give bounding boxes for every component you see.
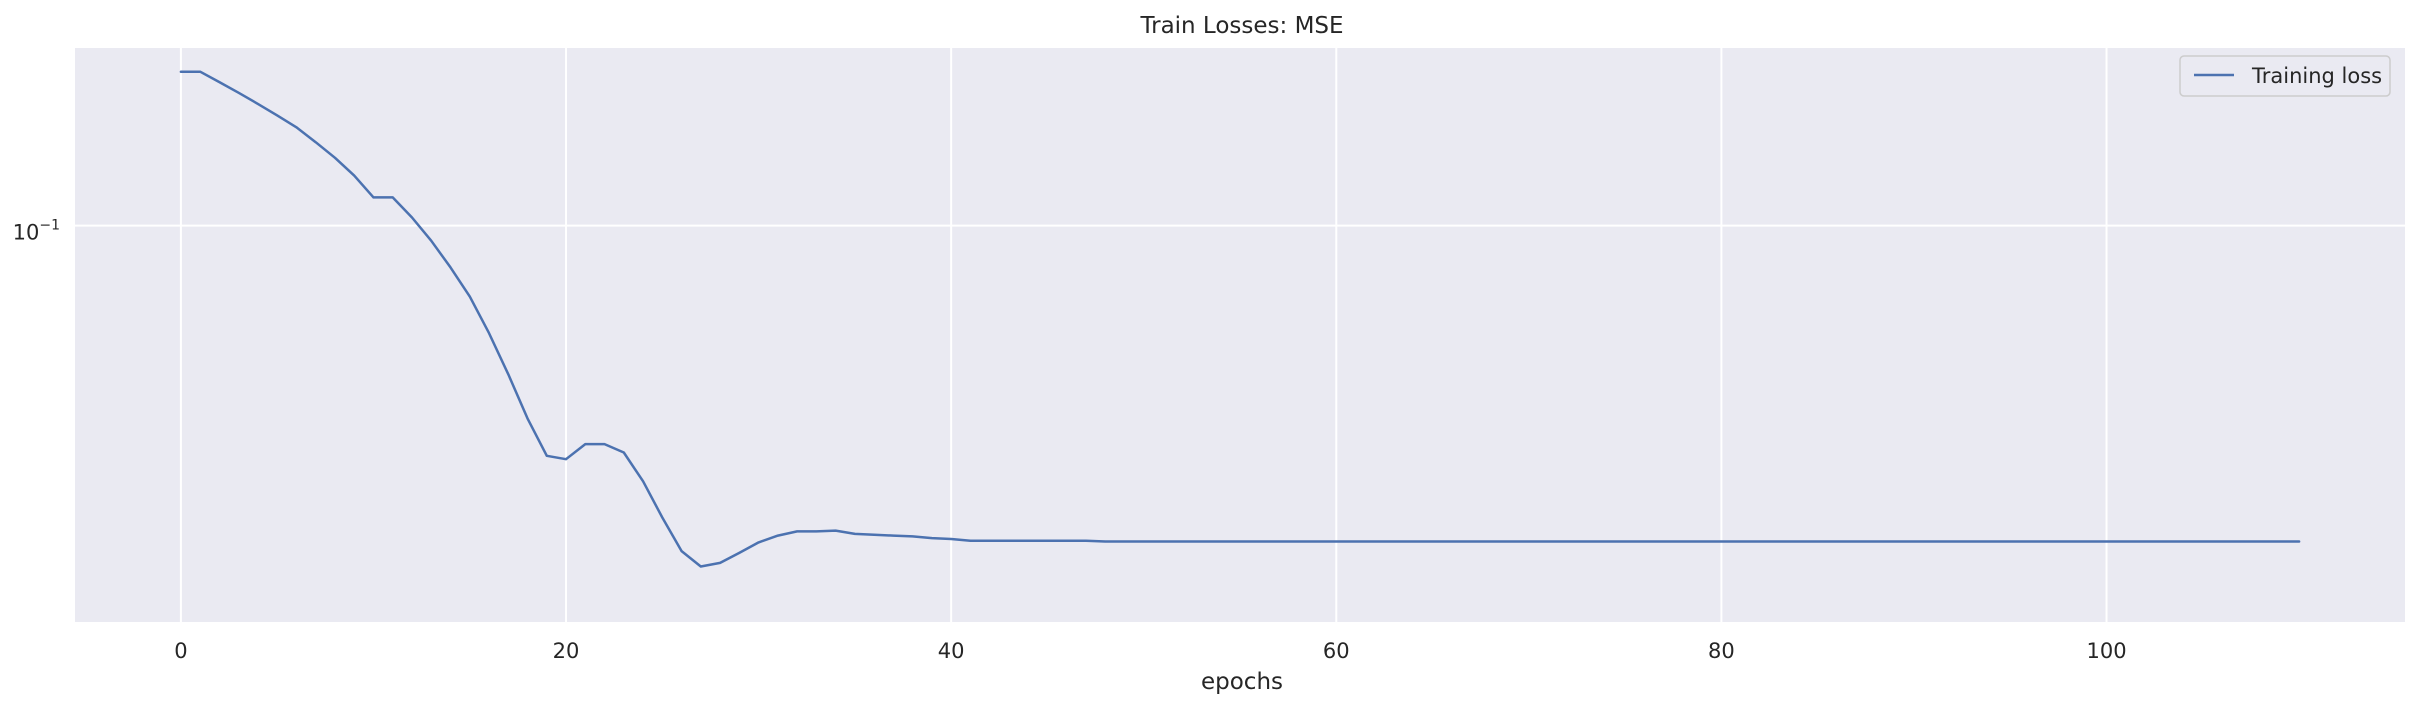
plot-area	[75, 48, 2405, 622]
x-tick-label: 40	[938, 639, 965, 663]
x-tick-label: 80	[1708, 639, 1735, 663]
x-tick-label: 20	[553, 639, 580, 663]
legend: Training loss	[2179, 55, 2391, 97]
chart-title: Train Losses: MSE	[1139, 13, 1343, 39]
x-tick-label: 60	[1323, 639, 1350, 663]
series-layer	[179, 70, 2301, 568]
grid-lines	[75, 48, 2405, 622]
x-tick-label: 0	[174, 639, 187, 663]
x-tick-label: 100	[2086, 639, 2126, 663]
x-axis-label: epochs	[1201, 669, 1283, 695]
legend-label-training-loss: Training loss	[2251, 64, 2382, 88]
y-axis-ticks: 10−1	[13, 218, 60, 245]
legend-box	[2179, 55, 2391, 97]
y-tick-label: 10−1	[13, 218, 60, 245]
series-line-training-loss	[179, 70, 2301, 568]
x-axis-ticks: 0 20 40 60 80 100	[174, 639, 2126, 663]
